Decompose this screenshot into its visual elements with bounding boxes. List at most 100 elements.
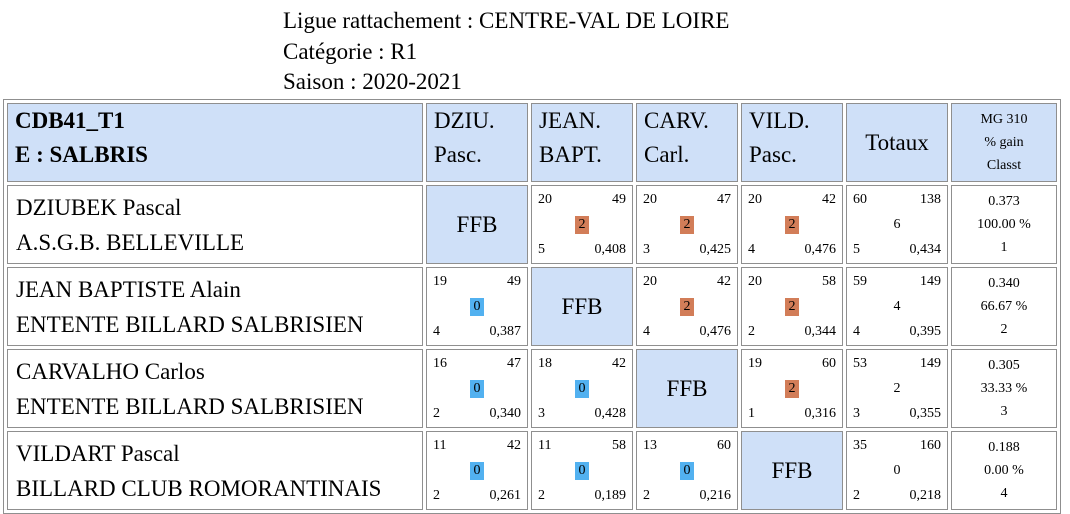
match-innings: 49 (612, 192, 626, 207)
total-high-run: 5 (853, 242, 860, 257)
match-cell-inner: 19 60 1 0,316 2 (742, 350, 842, 427)
match-cell: 13 60 2 0,216 0 (636, 431, 738, 510)
table-row: CARVALHO Carlos ENTENTE BILLARD SALBRISIE… (7, 349, 1057, 428)
total-high-run: 4 (853, 324, 860, 339)
table-row: DZIUBEK Pascal A.S.G.B. BELLEVILLE FFB 20 49… (7, 185, 1057, 264)
mg-rank: 4 (1000, 486, 1008, 501)
total-match-points: 6 (893, 216, 901, 232)
match-cell-inner: 20 58 2 0,344 2 (742, 268, 842, 345)
match-cell-inner: 19 49 4 0,387 0 (427, 268, 527, 345)
totals-cell-inner: 60 138 5 0,434 6 (847, 186, 947, 263)
match-points-badge: 0 (575, 461, 589, 480)
match-points-badge: 0 (680, 461, 694, 480)
match-points-badge: 0 (470, 379, 484, 398)
match-average: 0,476 (699, 324, 732, 339)
match-average: 0,408 (594, 242, 627, 257)
match-average: 0,476 (804, 242, 837, 257)
match-points-made: 18 (538, 356, 552, 371)
mg-cell: 0.340 66.67 % 2 (951, 267, 1057, 346)
match-cell: 20 47 3 0,425 2 (636, 185, 738, 264)
col-header-line2: Pasc. (749, 142, 797, 167)
match-cell: 18 42 3 0,428 0 (531, 349, 633, 428)
col-header-line2: BAPT. (539, 142, 602, 167)
match-points-made: 20 (643, 192, 657, 207)
player-club: ENTENTE BILLARD SALBRISIEN (16, 393, 364, 419)
match-high-run: 1 (748, 406, 755, 421)
totals-header: Totaux (846, 103, 948, 182)
match-cell: 19 60 1 0,316 2 (741, 349, 843, 428)
match-high-run: 2 (748, 324, 755, 339)
match-innings: 49 (507, 274, 521, 289)
ligue-label: Ligue rattachement : CENTRE-VAL DE LOIRE (283, 8, 730, 33)
total-match-points: 4 (893, 298, 901, 314)
match-points-made: 19 (433, 274, 447, 289)
player-club: ENTENTE BILLARD SALBRISIEN (16, 311, 364, 337)
match-innings: 60 (717, 438, 731, 453)
match-points-badge: 0 (470, 461, 484, 480)
match-cell: 20 42 4 0,476 2 (741, 185, 843, 264)
match-high-run: 3 (538, 406, 545, 421)
match-points-badge: 2 (785, 297, 799, 316)
match-points-badge: 2 (680, 215, 694, 234)
match-cell: 11 42 2 0,261 0 (426, 431, 528, 510)
match-cell-inner: 20 42 4 0,476 2 (637, 268, 737, 345)
match-innings: 47 (507, 356, 521, 371)
mg-average: 0.340 (988, 276, 1020, 291)
total-average: 0,434 (909, 242, 942, 257)
player-name: CARVALHO Carlos (16, 358, 205, 384)
ffb-cell: FFB (636, 349, 738, 428)
match-high-run: 2 (433, 406, 440, 421)
match-points-badge: 0 (470, 297, 484, 316)
match-cell-inner: 20 47 3 0,425 2 (637, 186, 737, 263)
results-table: CDB41_T1 E : SALBRIS DZIU. Pasc. JEAN. B… (3, 99, 1061, 514)
match-high-run: 5 (538, 242, 545, 257)
match-high-run: 3 (643, 242, 650, 257)
match-cell-inner: 16 47 2 0,340 0 (427, 350, 527, 427)
match-average: 0,316 (804, 406, 837, 421)
totals-cell-inner: 53 149 3 0,355 2 (847, 350, 947, 427)
match-cell: 19 49 4 0,387 0 (426, 267, 528, 346)
table-row: JEAN BAPTISTE Alain ENTENTE BILLARD SALBR… (7, 267, 1057, 346)
match-average: 0,425 (699, 242, 732, 257)
total-match-points: 2 (893, 380, 901, 396)
match-high-run: 2 (643, 488, 650, 503)
match-cell-inner: 20 42 4 0,476 2 (742, 186, 842, 263)
match-cell: 20 58 2 0,344 2 (741, 267, 843, 346)
match-points-badge: 2 (785, 379, 799, 398)
match-points-badge: 2 (680, 297, 694, 316)
match-cell: 20 49 5 0,408 2 (531, 185, 633, 264)
totals-cell: 59 149 4 0,395 4 (846, 267, 948, 346)
player-cell: CARVALHO Carlos ENTENTE BILLARD SALBRISIE… (7, 349, 423, 428)
match-innings: 42 (822, 192, 836, 207)
col-header-carv: CARV. Carl. (636, 103, 738, 182)
match-cell-inner: 11 42 2 0,261 0 (427, 432, 527, 509)
table-header-row: CDB41_T1 E : SALBRIS DZIU. Pasc. JEAN. B… (7, 103, 1057, 182)
mg-cell: 0.305 33.33 % 3 (951, 349, 1057, 428)
page-header: Ligue rattachement : CENTRE-VAL DE LOIRE… (283, 6, 729, 98)
mg-win-percent: 66.67 % (980, 299, 1028, 314)
match-cell: 16 47 2 0,340 0 (426, 349, 528, 428)
mg-rank: 3 (1000, 404, 1008, 419)
match-innings: 42 (717, 274, 731, 289)
ffb-cell: FFB (531, 267, 633, 346)
total-average: 0,395 (909, 324, 942, 339)
match-innings: 58 (822, 274, 836, 289)
match-high-run: 4 (748, 242, 755, 257)
player-club: BILLARD CLUB ROMORANTINAIS (16, 475, 382, 501)
mg-cell: 0.373 100.00 % 1 (951, 185, 1057, 264)
mg-rank: 2 (1000, 322, 1008, 337)
col-header-line1: DZIU. (434, 108, 495, 133)
total-innings: 138 (920, 192, 941, 207)
col-header-line1: JEAN. (539, 108, 601, 133)
match-high-run: 2 (538, 488, 545, 503)
total-points-made: 53 (853, 356, 867, 371)
categorie-label: Catégorie : R1 (283, 38, 418, 64)
col-header-vild: VILD. Pasc. (741, 103, 843, 182)
match-average: 0,387 (489, 324, 522, 339)
total-points-made: 60 (853, 192, 867, 207)
match-points-made: 20 (643, 274, 657, 289)
totals-cell: 53 149 3 0,355 2 (846, 349, 948, 428)
total-high-run: 3 (853, 406, 860, 421)
col-header-line1: CARV. (644, 108, 709, 133)
mg-header-line2: % gain (984, 135, 1024, 150)
